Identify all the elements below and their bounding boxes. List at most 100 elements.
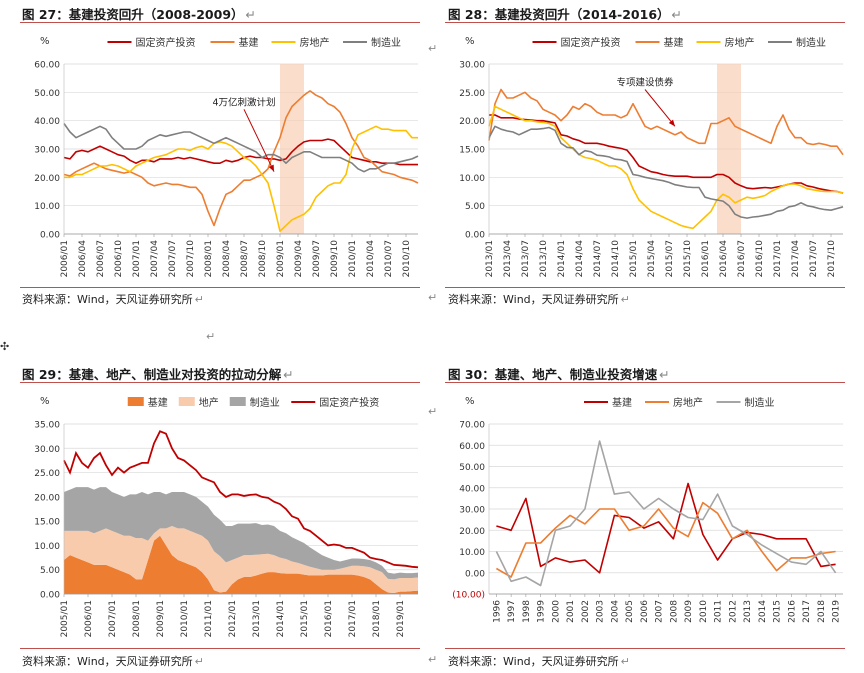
y-axis-unit: % bbox=[40, 396, 50, 407]
y-tick-label: 20.00 bbox=[459, 117, 485, 127]
x-tick-label: 2016/07 bbox=[737, 240, 747, 277]
x-tick-label: 2015/01 bbox=[629, 240, 639, 277]
x-tick-label: 2008/04 bbox=[222, 240, 232, 278]
x-tick-label: 2007/01 bbox=[132, 240, 142, 277]
x-tick-label: 2007/04 bbox=[150, 240, 160, 278]
x-tick-label: 2015 bbox=[773, 600, 783, 623]
x-tick-label: 2008/01 bbox=[204, 240, 214, 277]
series-line-2 bbox=[495, 440, 837, 587]
x-tick-label: 2019 bbox=[832, 600, 842, 623]
x-tick-label: 2015/04 bbox=[647, 240, 657, 278]
y-tick-label: 15.00 bbox=[459, 146, 485, 156]
x-tick-label: 2008/01 bbox=[132, 600, 142, 637]
x-tick-label: 2010/10 bbox=[402, 240, 412, 278]
return-mark: ↵ bbox=[428, 405, 438, 418]
return-mark: ↵ bbox=[245, 7, 256, 22]
y-tick-label: 30.00 bbox=[459, 506, 485, 516]
y-tick-label: 50.00 bbox=[459, 463, 485, 473]
return-mark: ↵ bbox=[194, 655, 204, 668]
y-tick-label: 10.00 bbox=[459, 174, 485, 184]
panel-title: 图 30：基建、地产、制造业投资增速 ↵ bbox=[448, 367, 670, 382]
x-tick-label: 2014/04 bbox=[575, 240, 585, 278]
move-handle-icon[interactable]: ✣ bbox=[0, 340, 10, 353]
x-tick-label: 2007/07 bbox=[168, 240, 178, 277]
x-tick-label: 2015/07 bbox=[665, 240, 675, 277]
series-line-3 bbox=[63, 123, 419, 173]
legend-label: 地产 bbox=[199, 396, 219, 409]
return-mark: ↵ bbox=[620, 655, 630, 668]
x-tick-label: 2006/10 bbox=[114, 240, 124, 278]
return-mark: ↵ bbox=[620, 293, 630, 306]
x-tick-label: 2016/04 bbox=[719, 240, 729, 278]
x-tick-label: 2014/01 bbox=[276, 600, 286, 637]
highlight-period bbox=[280, 64, 304, 234]
x-tick-label: 2006/01 bbox=[60, 240, 70, 277]
x-tick-label: 1999 bbox=[537, 600, 547, 623]
x-tick-label: 2018 bbox=[817, 600, 827, 623]
return-mark: ↵ bbox=[428, 653, 438, 666]
x-tick-label: 2010/01 bbox=[348, 240, 358, 277]
chart-fig27: % 固定资产投资 基建 房地产 制造业 0.00 10.00 20.00 30.00 40.00 5… bbox=[34, 36, 419, 278]
title-rule bbox=[20, 22, 420, 23]
x-tick-label: 2008 bbox=[669, 600, 679, 623]
legend-swatch-item bbox=[178, 397, 195, 406]
y-axis-unit: % bbox=[40, 36, 50, 47]
y-tick-label: 60.00 bbox=[34, 61, 60, 71]
title-rule bbox=[20, 382, 420, 383]
x-tick-label: 2017 bbox=[802, 600, 812, 623]
return-mark: ↵ bbox=[194, 293, 204, 306]
x-tick-label: 2010/04 bbox=[366, 240, 376, 278]
x-tick-label: 2012 bbox=[728, 600, 738, 623]
x-tick-label: 2017/01 bbox=[348, 600, 358, 637]
x-tick-label: 2005/01 bbox=[60, 600, 70, 637]
x-tick-label: 2007/10 bbox=[186, 240, 196, 278]
series-line-0 bbox=[63, 138, 418, 166]
y-tick-label: 0.00 bbox=[40, 231, 60, 241]
title-rule bbox=[445, 382, 845, 383]
x-tick-label: 2016/01 bbox=[324, 600, 334, 637]
y-tick-label: 60.00 bbox=[459, 442, 485, 452]
panel-title: 图 27：基建投资回升（2008-2009） ↵ bbox=[22, 7, 256, 22]
x-tick-label: 2007/01 bbox=[108, 600, 118, 637]
return-mark: ↵ bbox=[428, 42, 438, 55]
x-tick-label: 2006/07 bbox=[96, 240, 106, 277]
x-tick-label: 1997 bbox=[507, 600, 517, 623]
annotation-arrow bbox=[243, 109, 275, 172]
x-tick-label: 2014/01 bbox=[557, 240, 567, 277]
y-tick-label: 30.00 bbox=[34, 445, 60, 455]
x-tick-label: 2015/01 bbox=[300, 600, 310, 637]
y-tick-label: 40.00 bbox=[34, 117, 60, 127]
y-tick-label: 20.00 bbox=[34, 174, 60, 184]
source-text: 资料来源：Wind，天风证券研究所 ↵ bbox=[448, 655, 630, 668]
x-tick-label: 2017/07 bbox=[809, 240, 819, 277]
x-tick-label: 2013/01 bbox=[485, 240, 495, 277]
annotation-label: 专项建设债券 bbox=[616, 77, 674, 89]
x-tick-label: 2015/10 bbox=[683, 240, 693, 278]
y-tick-label: 0.00 bbox=[40, 591, 60, 601]
source-rule bbox=[20, 648, 420, 649]
x-tick-label: 2003 bbox=[596, 600, 606, 623]
annotation-arrow bbox=[644, 89, 676, 127]
legend-label: 制造业 bbox=[250, 396, 280, 409]
legend-label: 基建 bbox=[239, 36, 259, 49]
x-tick-label: 2013/07 bbox=[521, 240, 531, 277]
x-tick-label: 2010/07 bbox=[384, 240, 394, 277]
x-tick-label: 2010 bbox=[699, 600, 709, 623]
x-tick-label: 2017/01 bbox=[773, 240, 783, 277]
area-item bbox=[64, 535, 418, 594]
y-tick-label: 20.00 bbox=[459, 527, 485, 537]
legend-label: 基建 bbox=[664, 36, 684, 49]
legend-label: 固定资产投资 bbox=[136, 36, 196, 49]
legend-label: 制造业 bbox=[371, 36, 401, 49]
series-line-1 bbox=[63, 90, 419, 227]
legend-label: 房地产 bbox=[673, 396, 703, 409]
x-tick-label: 2009/04 bbox=[294, 240, 304, 278]
source-text: 资料来源：Wind，天风证券研究所 ↵ bbox=[22, 293, 204, 306]
annotation-arrowhead bbox=[268, 164, 274, 172]
chart-fig28: % 固定资产投资 基建 房地产 制造业 0.00 5.00 10.00 15.00 20.00 25… bbox=[459, 36, 844, 278]
x-tick-label: 2006/01 bbox=[84, 600, 94, 637]
series-line-1 bbox=[495, 501, 836, 578]
y-axis-unit: % bbox=[465, 36, 475, 47]
source-text: 资料来源：Wind，天风证券研究所 ↵ bbox=[22, 655, 204, 668]
x-tick-label: 2012/01 bbox=[228, 600, 238, 637]
